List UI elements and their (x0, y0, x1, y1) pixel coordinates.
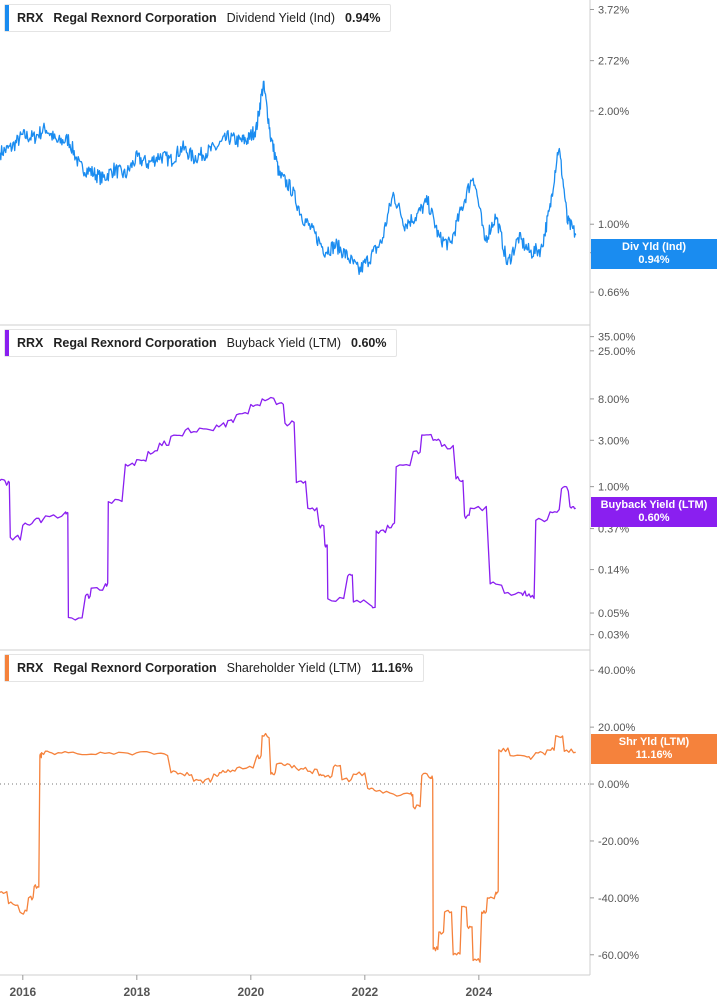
grid-layer (0, 0, 591, 976)
legend-metric: Shareholder Yield (LTM) (226, 661, 362, 675)
legend-metric: Dividend Yield (Ind) (226, 11, 336, 25)
y-tick-label: 2.72% (598, 56, 629, 68)
tick-labels-layer: 3.72%2.72%2.00%1.00%0.84%0.66%35.00%25.0… (9, 4, 639, 999)
flag-value: 11.16% (635, 749, 673, 761)
y-tick-label: 0.03% (598, 630, 629, 642)
series-line-1 (0, 80, 577, 276)
y-tick-label: 0.05% (598, 608, 629, 620)
y-tick-label: 1.00% (598, 219, 629, 231)
legend-dividend-yield[interactable]: RRX Regal Rexnord Corporation Dividend Y… (4, 4, 392, 32)
y-tick-label: 0.66% (598, 287, 629, 299)
x-tick-label: 2016 (9, 985, 36, 999)
x-tick-label: 2024 (465, 985, 492, 999)
y-tick-label: 0.00% (598, 779, 629, 791)
legend-value: 0.60% (351, 336, 387, 350)
legend-buyback-yield[interactable]: RRX Regal Rexnord Corporation Buyback Yi… (4, 329, 398, 357)
legend-color-swatch (5, 655, 9, 681)
y-tick-label: -60.00% (598, 950, 639, 962)
flag-title: Div Yld (Ind) (622, 241, 686, 253)
y-tick-label: 20.00% (598, 722, 636, 734)
current-value-flag-dividend: Div Yld (Ind) 0.94% (591, 239, 717, 269)
flag-value: 0.60% (638, 512, 670, 524)
legend-ticker: RRX (17, 11, 44, 25)
y-tick-label: 8.00% (598, 394, 629, 406)
y-tick-label: -40.00% (598, 893, 639, 905)
y-tick-label: 35.00% (598, 332, 636, 344)
x-tick-label: 2020 (237, 985, 264, 999)
current-value-flag-shareholder: Shr Yld (LTM) 11.16% (591, 734, 717, 764)
flag-title: Shr Yld (LTM) (618, 736, 690, 748)
legend-ticker: RRX (17, 336, 44, 350)
series-line-2 (0, 396, 576, 621)
y-tick-label: 25.00% (598, 346, 636, 358)
legend-color-swatch (5, 5, 9, 31)
x-tick-label: 2022 (351, 985, 378, 999)
legend-company: Regal Rexnord Corporation (53, 11, 217, 25)
y-tick-label: 0.14% (598, 565, 629, 577)
y-tick-label: -20.00% (598, 836, 639, 848)
legend-value: 0.94% (345, 11, 381, 25)
y-tick-label: 1.00% (598, 482, 629, 494)
series-lines-layer (0, 80, 577, 963)
flag-value: 0.94% (638, 254, 670, 266)
legend-ticker: RRX (17, 661, 44, 675)
legend-company: Regal Rexnord Corporation (53, 336, 217, 350)
series-line-3 (0, 732, 576, 963)
y-tick-label: 2.00% (598, 106, 629, 118)
y-tick-label: 3.72% (598, 4, 629, 16)
current-value-flag-buyback: Buyback Yield (LTM) 0.60% (591, 497, 717, 527)
legend-color-swatch (5, 330, 9, 356)
legend-value: 11.16% (371, 661, 413, 675)
legend-shareholder-yield[interactable]: RRX Regal Rexnord Corporation Shareholde… (4, 654, 424, 682)
flag-title: Buyback Yield (LTM) (600, 499, 708, 511)
y-tick-label: 3.00% (598, 435, 629, 447)
x-tick-label: 2018 (123, 985, 150, 999)
legend-company: Regal Rexnord Corporation (53, 661, 217, 675)
y-tick-label: 40.00% (598, 665, 636, 677)
legend-metric: Buyback Yield (LTM) (226, 336, 342, 350)
